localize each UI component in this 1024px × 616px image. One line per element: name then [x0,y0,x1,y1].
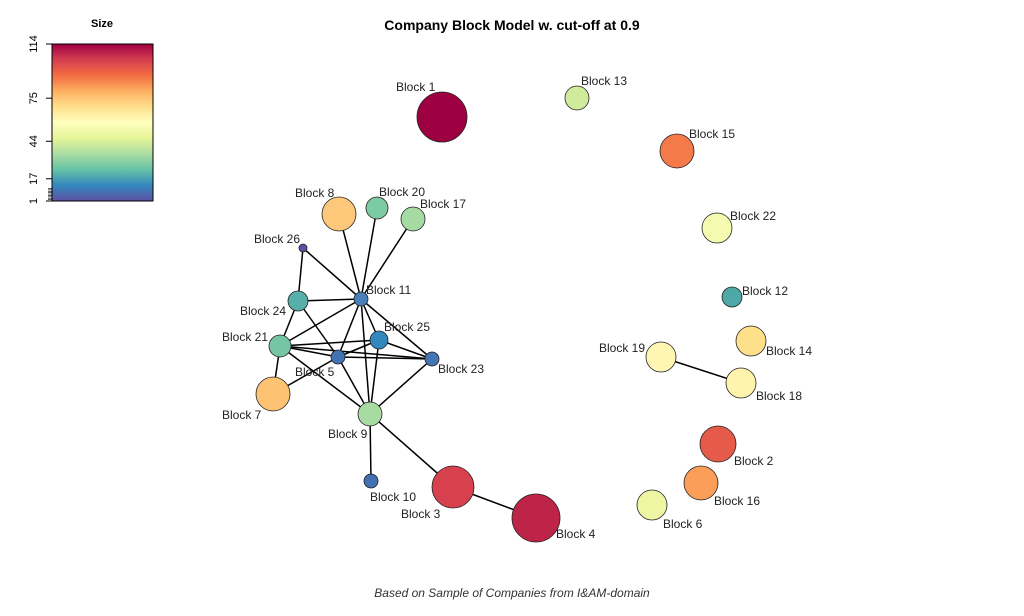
label-b2: Block 2 [734,454,774,468]
label-b20: Block 20 [379,185,425,199]
node-b11[interactable] [353,291,369,307]
label-b19: Block 19 [599,341,645,355]
edge-b24-b11 [297,298,362,302]
label-b23: Block 23 [438,362,484,376]
label-b8: Block 8 [295,186,335,200]
edge-b24-b5 [297,300,339,358]
edge-b23-b9 [369,358,433,415]
label-b10: Block 10 [370,490,416,504]
nodes [255,85,767,543]
legend-tick-label: 75 [28,92,40,104]
legend-tick-label: 17 [28,173,40,185]
edge-b11-b23 [360,298,433,360]
node-b22[interactable] [701,212,733,244]
node-b9[interactable] [357,401,383,427]
edge-b17-b11 [360,218,414,300]
label-b15: Block 15 [689,127,735,141]
node-b18[interactable] [725,367,757,399]
node-b10[interactable] [363,473,379,489]
edge-b25-b9 [369,339,380,415]
chart-title: Company Block Model w. cut-off at 0.9 [384,17,640,33]
label-b11: Block 11 [366,283,411,297]
label-b6: Block 6 [663,517,703,531]
edge-b21-b23 [279,345,433,360]
node-b13[interactable] [564,85,590,111]
node-b24[interactable] [287,290,309,312]
node-b5[interactable] [330,349,346,365]
legend-tick-label: 1 [28,198,40,204]
label-b17: Block 17 [420,197,466,211]
edge-b5-b23 [337,356,433,360]
label-b24: Block 24 [240,304,286,318]
node-b21[interactable] [268,334,292,358]
node-b8[interactable] [321,196,357,232]
node-b1[interactable] [416,91,468,143]
node-b17[interactable] [400,206,426,232]
node-b3[interactable] [431,465,475,509]
label-b16: Block 16 [714,494,760,508]
edge-b21-b9 [279,345,371,415]
node-b23[interactable] [424,351,440,367]
legend-tick-label: 44 [28,135,40,147]
label-b12: Block 12 [742,284,788,298]
node-b2[interactable] [699,425,737,463]
label-b18: Block 18 [756,389,802,403]
edge-b11-b5 [337,298,362,358]
label-b26: Block 26 [254,232,300,246]
node-b15[interactable] [659,133,695,169]
edge-b11-b9 [360,298,371,415]
node-b16[interactable] [683,465,719,501]
label-b13: Block 13 [581,74,627,88]
edge-b11-b21 [279,298,362,347]
node-b6[interactable] [636,489,668,521]
node-b14[interactable] [735,325,767,357]
node-b20[interactable] [365,196,389,220]
node-b26[interactable] [298,243,308,253]
legend-colorbar [51,43,154,202]
label-b7: Block 7 [222,408,262,422]
label-b25: Block 25 [384,320,430,334]
label-b3: Block 3 [401,507,441,521]
node-b12[interactable] [721,286,743,308]
edge-b26-b11 [302,247,362,300]
node-labels: Block 1 Block 2 Block 3 Block 4 Block 5 Block… [222,74,812,541]
node-b19[interactable] [645,341,677,373]
legend-ticks: 1 17 44 75 114 [28,35,52,204]
edge-b20-b11 [360,207,378,300]
footer-caption: Based on Sample of Companies from I&AM-d… [374,586,650,600]
label-b5: Block 5 [295,365,335,379]
node-b25[interactable] [369,330,389,350]
label-b4: Block 4 [556,527,596,541]
size-legend: Size 1 17 44 75 114 [28,18,154,204]
label-b21: Block 21 [222,330,268,344]
legend-title: Size [91,18,113,30]
label-b9: Block 9 [328,427,368,441]
edge-b21-b25 [279,339,380,347]
legend-tick-label: 114 [28,35,40,53]
label-b1: Block 1 [396,80,436,94]
label-b22: Block 22 [730,209,776,223]
node-b4[interactable] [511,493,561,543]
label-b14: Block 14 [766,344,812,358]
node-b7[interactable] [255,376,291,412]
